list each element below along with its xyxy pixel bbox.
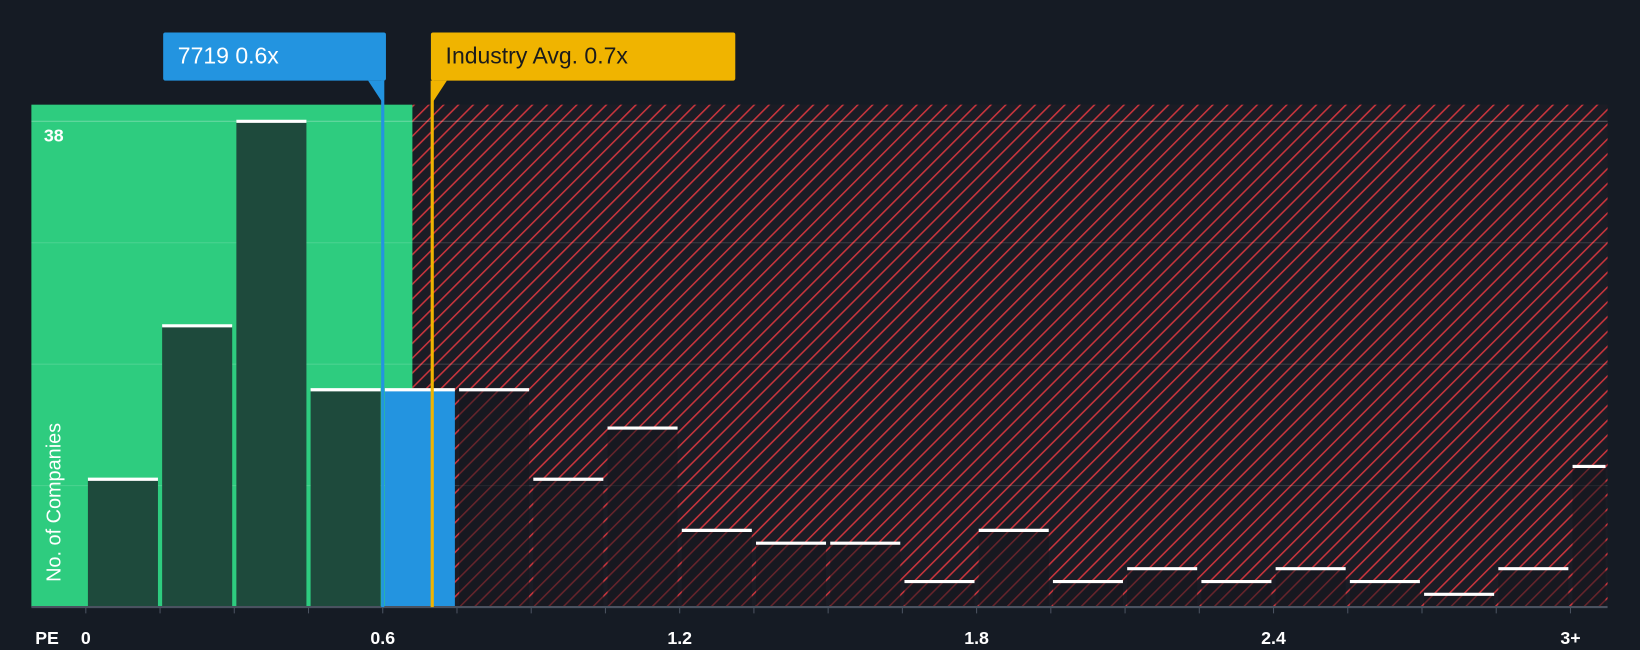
label-pointer	[368, 80, 384, 105]
bar	[533, 479, 604, 608]
x-tick-label: 1.2	[667, 628, 692, 648]
label-pointer	[431, 80, 447, 105]
bar	[978, 530, 1049, 608]
bar	[1498, 568, 1569, 608]
bar	[1424, 594, 1495, 608]
x-axis-label: PE	[35, 628, 59, 648]
bar	[87, 479, 158, 608]
bar	[681, 530, 752, 608]
bar	[1572, 466, 1606, 608]
bar	[904, 581, 975, 608]
bar	[1349, 581, 1420, 608]
label-box	[430, 32, 736, 81]
bar	[830, 543, 901, 608]
x-tick-label: 2.4	[1261, 628, 1286, 648]
bar	[1127, 568, 1198, 608]
bars	[87, 119, 1606, 608]
bar	[1201, 581, 1272, 608]
bar	[384, 389, 455, 608]
bar	[459, 389, 530, 608]
bar	[755, 543, 827, 608]
x-tick-label: 0.6	[370, 628, 395, 648]
annotations: 7719 0.6x Industry Avg. 0.7x	[163, 32, 736, 608]
x-tick-label: 3+	[1560, 628, 1580, 648]
bar	[607, 428, 678, 608]
label-box	[163, 32, 386, 81]
bar	[236, 121, 307, 608]
x-tick-label: 0	[81, 628, 91, 648]
bar	[162, 325, 233, 608]
axes: 0 0.6 1.2 1.8 2.4 3+	[31, 606, 1608, 648]
y-axis-label: No. of Companies	[44, 423, 66, 582]
bar	[310, 389, 381, 608]
x-tick-label: 1.8	[964, 628, 989, 648]
bar	[1275, 568, 1346, 608]
annotation-label: 7719 0.6x	[178, 43, 279, 69]
bar	[1052, 581, 1123, 608]
annotation-label: Industry Avg. 0.7x	[446, 43, 629, 69]
y-tick-label: 38	[44, 126, 64, 146]
